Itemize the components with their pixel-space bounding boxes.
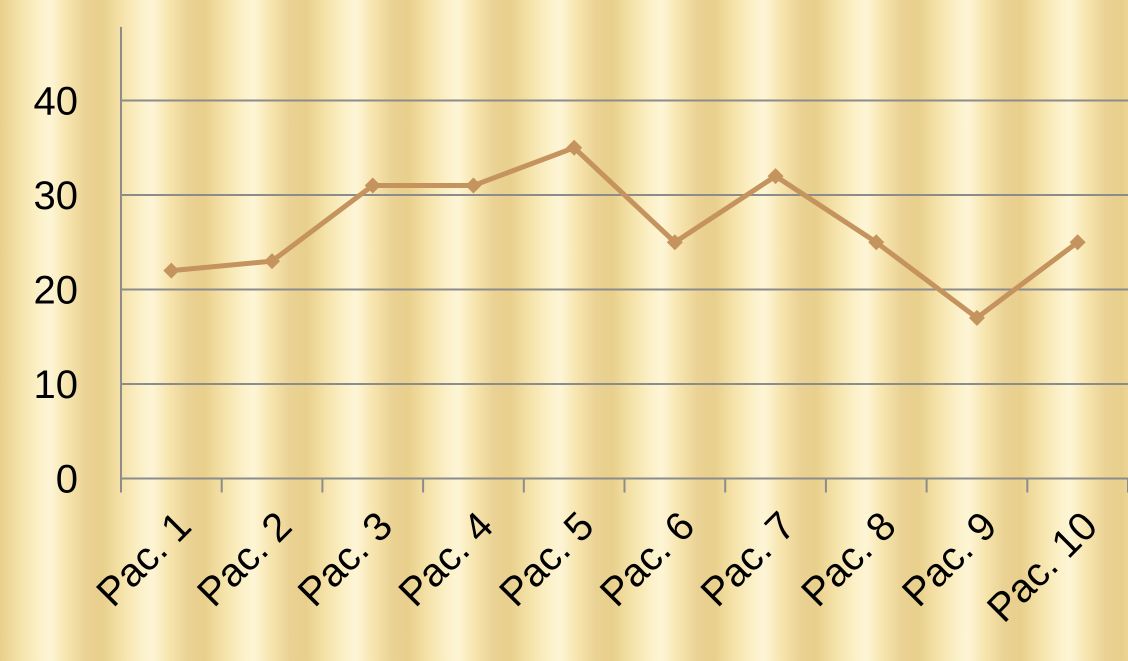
x-tick-label: Pac. 8 (793, 504, 904, 615)
data-point-marker (566, 139, 583, 156)
axes (120, 26, 1128, 493)
x-tick-label: Pac. 6 (592, 504, 703, 615)
data-point-marker (666, 234, 683, 251)
data-point-marker (264, 253, 281, 270)
y-tick-label: 40 (34, 80, 79, 124)
data-series (163, 139, 1086, 326)
series-line (168, 145, 1081, 321)
data-point-marker (868, 234, 885, 251)
y-tick-labels: 0 10 20 30 40 (34, 80, 79, 502)
data-point-marker (465, 177, 482, 194)
data-point-marker (163, 262, 180, 279)
y-tick-label: 0 (56, 458, 78, 502)
x-tick-label: Pac. 5 (491, 504, 602, 615)
y-tick-label: 10 (34, 363, 79, 407)
data-point-marker (968, 309, 985, 326)
y-tick-label: 30 (34, 174, 79, 218)
data-point-marker (1069, 234, 1086, 251)
data-point-marker (364, 177, 381, 194)
x-tick-label: Pac. 1 (88, 504, 199, 615)
x-tick-label: Pac. 2 (189, 504, 300, 615)
y-tick-label: 20 (34, 269, 79, 313)
data-point-marker (767, 168, 784, 185)
x-tick-label: Pac. 4 (391, 504, 502, 615)
x-tick-label: Pac. 3 (290, 504, 401, 615)
x-tick-label: Pac. 7 (693, 504, 804, 615)
x-tick-label: Pac. 10 (979, 504, 1106, 631)
gridlines (121, 99, 1128, 385)
